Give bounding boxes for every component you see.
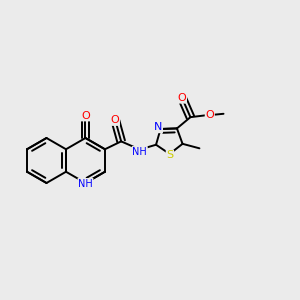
Text: S: S — [167, 150, 173, 161]
Text: N: N — [154, 122, 162, 133]
Text: O: O — [81, 111, 90, 121]
Text: NH: NH — [132, 147, 147, 157]
Text: O: O — [178, 93, 186, 103]
Text: O: O — [111, 115, 119, 125]
Text: NH: NH — [78, 178, 93, 189]
Text: O: O — [206, 110, 214, 120]
